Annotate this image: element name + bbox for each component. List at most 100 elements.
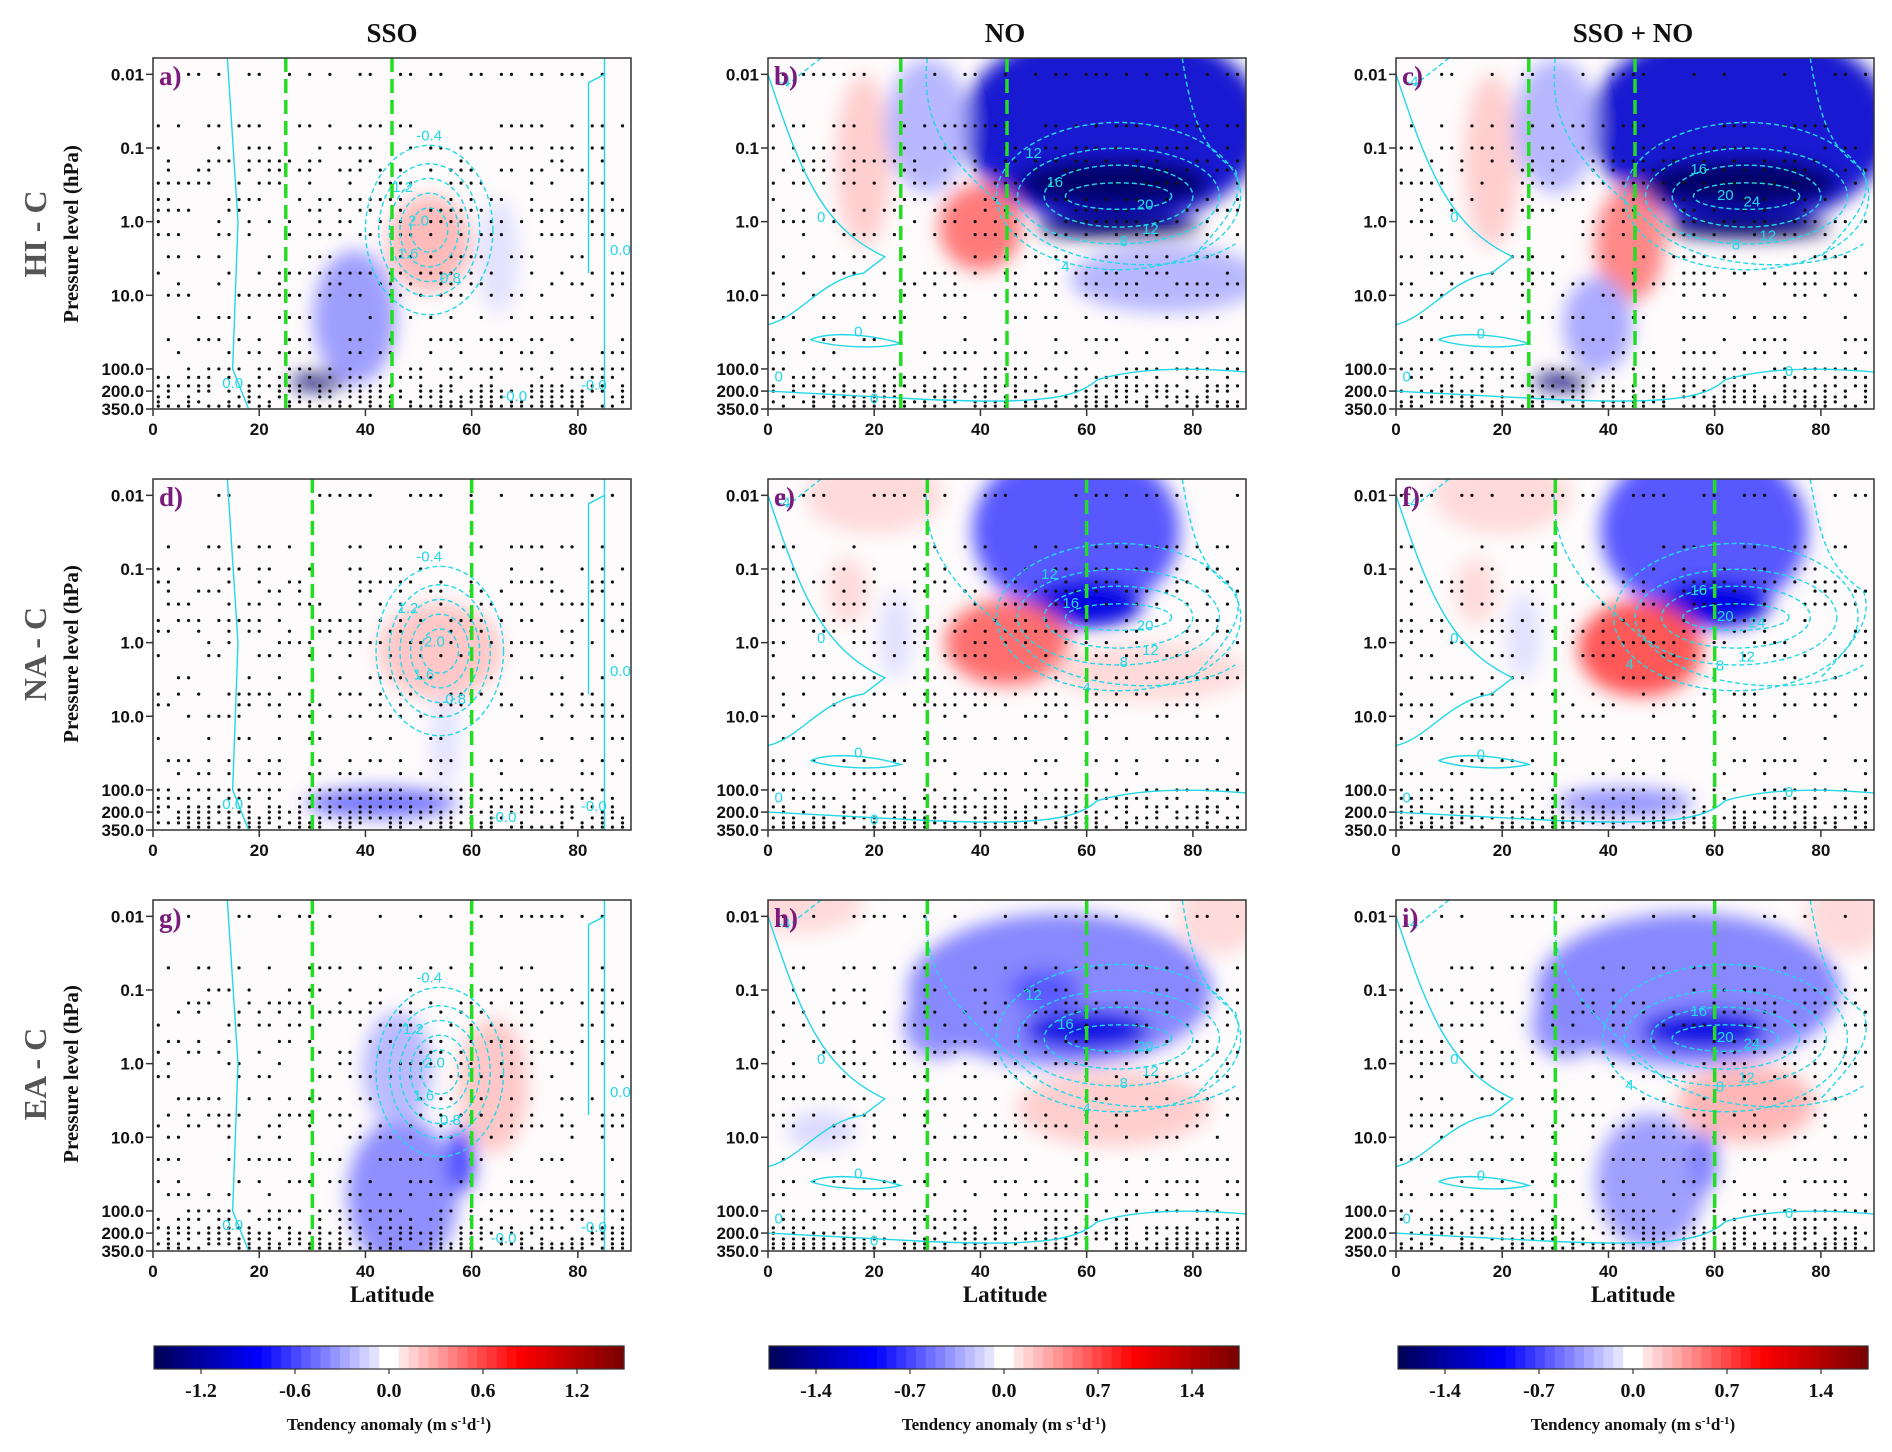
stipple-dot — [176, 181, 181, 185]
shading-blob — [347, 1118, 458, 1251]
stipple-dot — [1419, 805, 1424, 809]
stipple-dot — [540, 1124, 544, 1128]
stipple-dot — [812, 771, 816, 776]
stipple-dot — [1732, 181, 1736, 185]
stipple-dot — [1813, 375, 1817, 379]
stipple-dot — [1490, 159, 1494, 163]
stipple-dot — [358, 208, 362, 212]
stipple-dot — [620, 1180, 625, 1184]
stipple-dot — [499, 350, 504, 355]
stipple-dot — [550, 1209, 554, 1213]
stipple-dot — [1662, 159, 1666, 163]
stipple-dot — [1003, 816, 1008, 820]
stipple-dot — [186, 714, 191, 718]
stipple-dot — [1651, 384, 1656, 388]
stipple-dot — [1662, 589, 1666, 593]
stipple-dot — [338, 208, 342, 212]
stipple-dot — [1631, 810, 1636, 814]
stipple-dot — [620, 1231, 625, 1235]
stipple-dot — [1134, 255, 1139, 259]
stipple-dot — [408, 580, 413, 584]
stipple-dot — [227, 1217, 231, 1221]
stipple-dot — [297, 168, 302, 172]
stipple-dot — [1013, 367, 1018, 371]
stipple-dot — [600, 1113, 604, 1117]
stipple-dot — [378, 1246, 382, 1250]
stipple-dot — [1833, 589, 1837, 593]
stipple-dot — [590, 796, 594, 800]
plot-frame — [152, 899, 632, 1252]
stipple-dot — [862, 641, 866, 645]
stipple-dot — [943, 181, 947, 185]
stipple-dot — [812, 1157, 816, 1162]
stipple-dot — [973, 641, 977, 645]
stipple-dot — [408, 1231, 413, 1235]
stipple-dot — [801, 233, 806, 237]
stipple-dot — [166, 1226, 171, 1230]
stipple-dot — [943, 714, 947, 718]
stipple-dot — [1773, 805, 1777, 809]
stipple-dot — [1520, 404, 1525, 408]
stipple-dot — [580, 404, 584, 408]
stipple-dot — [882, 315, 886, 320]
stipple-dot — [1003, 771, 1008, 776]
stipple-dot — [560, 168, 564, 172]
stipple-dot — [207, 988, 211, 992]
stipple-dot — [852, 545, 856, 549]
stipple-dot — [1074, 384, 1078, 388]
stipple-dot — [1682, 545, 1686, 549]
contour-dashed — [1064, 182, 1173, 211]
stipple-dot — [398, 293, 403, 297]
contour-label: 0.0 — [222, 796, 243, 813]
contour-label: 0 — [1477, 746, 1485, 763]
stipple-dot — [1074, 788, 1078, 792]
stipple-dot — [1440, 389, 1444, 393]
stipple-dot — [257, 788, 261, 792]
stipple-dot — [862, 72, 866, 76]
stipple-dot — [791, 159, 796, 163]
stipple-dot — [1124, 1157, 1129, 1162]
contour-label: 4 — [1082, 680, 1090, 697]
stipple-dot — [1742, 168, 1747, 172]
stipple-dot — [1145, 796, 1149, 800]
stipple-dot — [378, 692, 382, 696]
stipple-dot — [479, 1231, 483, 1235]
stipple-dot — [1692, 810, 1696, 814]
stipple-dot — [1611, 736, 1615, 741]
stipple-dot — [1803, 825, 1807, 829]
stipple-dot — [1863, 168, 1868, 172]
stipple-dot — [1470, 146, 1474, 150]
stipple-dot — [1611, 404, 1615, 408]
stipple-dot — [1044, 825, 1048, 829]
stipple-dot — [1450, 395, 1454, 399]
stipple-dot — [1399, 400, 1403, 404]
stipple-dot — [540, 654, 544, 658]
stipple-dot — [973, 255, 977, 259]
stipple-dot — [1722, 293, 1726, 297]
stipple-dot — [348, 788, 352, 792]
stipple-dot — [832, 580, 836, 584]
stipple-dot — [1530, 493, 1535, 497]
stipple-dot — [1520, 805, 1525, 809]
stipple-dot — [1195, 988, 1199, 992]
stipple-dot — [1813, 255, 1817, 259]
stipple-dot — [156, 1023, 160, 1027]
stipple-dot — [277, 602, 282, 606]
stipple-dot — [882, 821, 886, 825]
stipple-dot — [892, 654, 897, 658]
stipple-dot — [1114, 703, 1119, 707]
stipple-dot — [1662, 197, 1666, 202]
stipple-dot — [1155, 805, 1159, 809]
panel-letter: d) — [159, 482, 183, 512]
stipple-dot — [267, 966, 271, 970]
stipple-dot — [509, 1062, 514, 1066]
stipple-dot — [832, 271, 836, 275]
stipple-dot — [1195, 816, 1199, 820]
stipple-dot — [1530, 759, 1535, 763]
stipple-dot — [1853, 384, 1858, 388]
stipple-dot — [408, 375, 413, 379]
stipple-dot — [1793, 389, 1797, 393]
stipple-dot — [1621, 350, 1625, 355]
stipple-dot — [207, 159, 211, 163]
stipple-dot — [1732, 816, 1736, 820]
